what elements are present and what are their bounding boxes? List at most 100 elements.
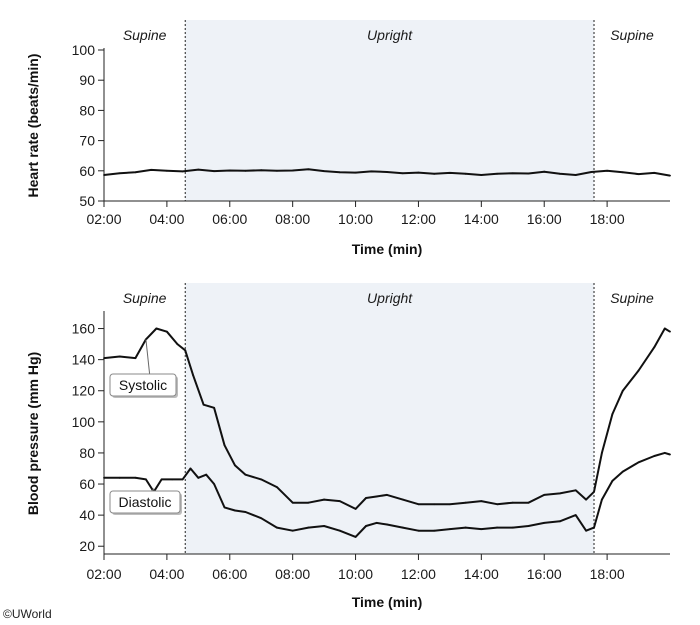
series-line-diastolic [104,451,671,538]
data-point [184,349,187,352]
y-tick-label: 90 [79,72,95,88]
data-point [543,494,546,496]
data-point [375,522,378,524]
data-point [527,525,530,527]
data-point [197,476,200,479]
data-point [480,528,483,531]
data-point [213,483,215,485]
data-point [244,169,247,172]
data-point [260,169,263,172]
data-point [134,357,137,359]
data-point [559,520,561,523]
data-point [401,498,404,501]
data-point [448,503,451,506]
y-axis-label: Heart rate (beats/min) [25,54,41,198]
data-point [234,464,236,467]
y-tick-label: 60 [79,476,95,492]
data-point [244,511,247,513]
x-tick-label: 12:00 [401,211,436,227]
data-point [134,171,137,174]
data-point [365,497,367,499]
y-tick-label: 100 [72,42,96,58]
x-tick-label: 10:00 [338,566,373,582]
data-point [118,476,121,479]
data-point [213,170,215,173]
data-point [192,374,194,377]
callout-text: Systolic [119,377,167,393]
data-point [600,452,603,454]
data-point [375,495,378,498]
data-point [574,174,577,176]
data-point [370,170,373,173]
data-point [527,501,530,504]
data-point [202,403,205,406]
x-tick-label: 06:00 [212,211,247,227]
data-point [464,501,467,504]
data-point [145,478,147,481]
data-point [291,169,294,172]
callout-box [109,490,181,514]
data-point [354,508,357,510]
data-point [160,478,163,481]
data-point [103,174,105,176]
data-point [417,503,420,506]
x-tick-label: 12:00 [401,566,436,582]
data-point [150,168,153,171]
data-point [600,498,603,501]
data-point [669,330,671,333]
data-point [338,529,341,532]
data-point [669,453,671,456]
data-point [511,172,514,175]
data-point [260,517,263,520]
series-points-heart-rate [103,168,671,177]
data-point [611,413,614,415]
y-tick-label: 100 [72,414,96,430]
y-tick-label: 120 [72,383,96,399]
data-point [323,170,326,173]
data-point [181,478,184,481]
data-point [291,529,294,532]
x-tick-label: 04:00 [149,566,184,582]
phase-label: Supine [610,27,654,43]
y-tick-label: 60 [79,163,95,179]
data-point [205,473,208,476]
data-point [496,526,498,529]
y-tick-label: 40 [79,507,95,523]
x-axis-label: Time (min) [352,594,423,610]
phase-label: Supine [123,27,167,43]
data-point [496,172,498,175]
y-tick-label: 160 [72,321,96,337]
data-point [260,478,263,481]
x-tick-label: 10:00 [338,211,373,227]
data-point [228,169,231,172]
data-point [386,523,388,526]
diastolic-callout: Diastolic [109,488,182,515]
data-point [511,501,514,504]
phase-label: Supine [610,290,654,306]
x-tick-label: 06:00 [212,566,247,582]
data-point [611,480,614,482]
x-tick-label: 18:00 [590,211,625,227]
x-tick-label: 02:00 [86,566,121,582]
y-tick-label: 50 [79,193,95,209]
data-point [401,526,404,529]
data-point [663,452,666,454]
data-point [464,172,467,175]
data-point [637,461,640,464]
y-tick-label: 140 [72,352,96,368]
data-point [574,489,577,492]
data-point [543,522,546,524]
data-point [276,526,278,529]
data-point [118,355,121,358]
data-point [307,501,310,504]
data-point [354,171,357,174]
data-point [244,473,247,476]
data-point [574,514,577,517]
data-point [213,406,215,409]
data-point [543,170,546,173]
data-point [181,170,184,173]
y-tick-label: 20 [79,538,95,554]
data-point [559,492,561,495]
y-tick-label: 80 [79,102,95,118]
x-tick-label: 08:00 [275,211,310,227]
